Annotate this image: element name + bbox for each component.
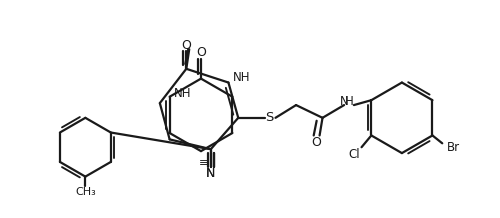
Text: H: H — [344, 95, 354, 108]
Text: NH: NH — [232, 71, 250, 84]
Text: N: N — [206, 167, 216, 180]
Text: O: O — [196, 46, 206, 59]
Text: Br: Br — [446, 141, 460, 154]
Text: O: O — [312, 136, 322, 149]
Text: NH: NH — [174, 87, 191, 100]
Text: CH₃: CH₃ — [75, 187, 96, 197]
Text: ≡: ≡ — [200, 158, 208, 168]
Text: N: N — [340, 95, 348, 108]
Text: S: S — [266, 111, 274, 124]
Text: N: N — [206, 167, 216, 180]
Text: Cl: Cl — [349, 148, 360, 161]
Text: O: O — [182, 39, 191, 52]
